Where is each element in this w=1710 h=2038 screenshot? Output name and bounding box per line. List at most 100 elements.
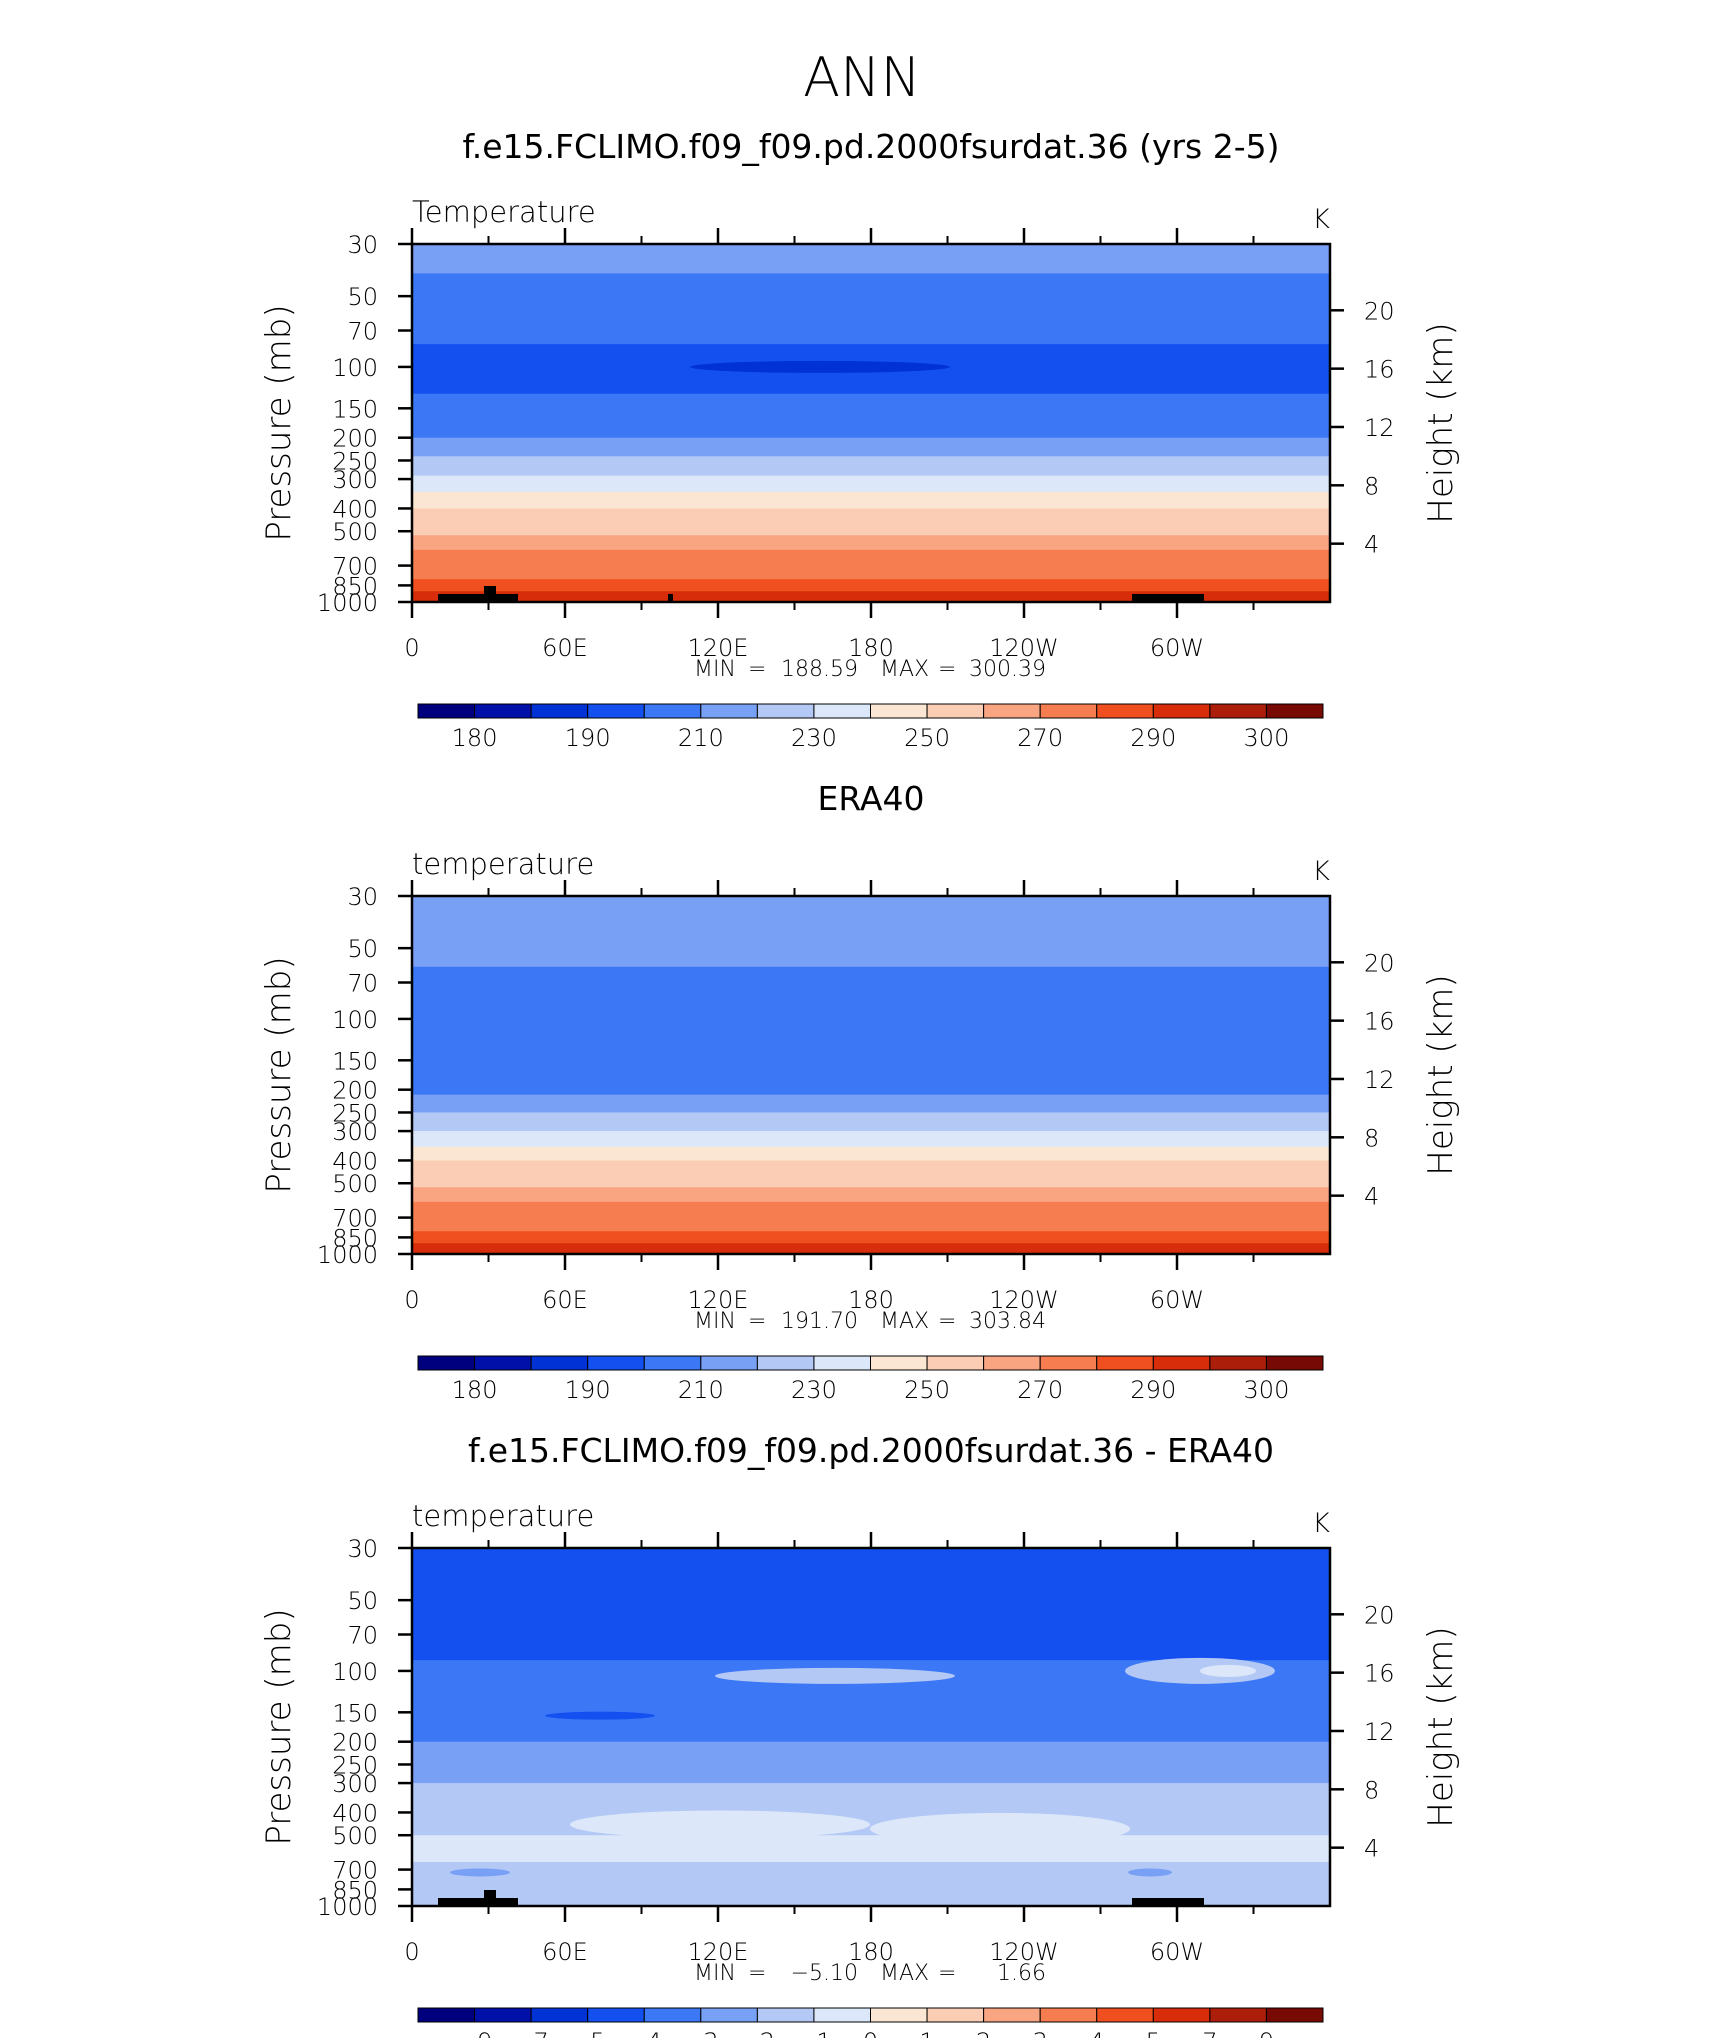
contour-band bbox=[412, 393, 1330, 416]
colorbar-box bbox=[1152, 703, 1211, 719]
x-axis: 0 60E 120E 180 120W 60W bbox=[404, 1532, 1255, 1966]
colorbar-box bbox=[1152, 1355, 1211, 1371]
topography bbox=[438, 586, 1204, 602]
contour-band bbox=[412, 491, 1330, 510]
contour-band bbox=[412, 1883, 1330, 1907]
x-axis: 0 60E 120E 180 120W 60W bbox=[404, 228, 1255, 662]
contour-band bbox=[412, 1073, 1330, 1096]
contour-feature bbox=[570, 1810, 870, 1839]
y-tick-label: 100 bbox=[332, 1006, 378, 1034]
y-tick-label: 30 bbox=[347, 883, 378, 911]
x-tick-label: 120E bbox=[688, 634, 749, 662]
colorbar-label: 4 bbox=[1089, 2028, 1104, 2038]
colorbar-box bbox=[587, 1355, 645, 1371]
topography-block bbox=[1132, 594, 1204, 602]
units-label: K bbox=[1312, 1508, 1330, 1539]
colorbar-box bbox=[756, 703, 815, 719]
colorbar-box bbox=[700, 1355, 758, 1371]
colorbar-box bbox=[417, 2007, 476, 2023]
colorbar-box bbox=[813, 1355, 871, 1371]
contour-band bbox=[412, 1718, 1330, 1743]
panels: f.e15.FCLIMO.f09_f09.pd.2000fsurdat.36 (… bbox=[259, 127, 1461, 2038]
panel-2: ERA40 temperature K 0 60E 120E 180 120W 60W 30 50 7… bbox=[259, 779, 1461, 1404]
contour-band bbox=[412, 296, 1330, 324]
contour-feature bbox=[690, 360, 950, 373]
min-value: 191.70 bbox=[781, 1309, 858, 1334]
colorbar-box bbox=[983, 703, 1041, 719]
y2-tick-label: 16 bbox=[1364, 1008, 1395, 1036]
contour-band bbox=[412, 1231, 1330, 1244]
x-tick-label: 120W bbox=[989, 1938, 1059, 1966]
y-tick-label: 200 bbox=[332, 1729, 378, 1757]
colorbar-box bbox=[1265, 1355, 1324, 1371]
colorbar-box bbox=[1209, 2007, 1267, 2023]
y-tick-label: 250 bbox=[332, 1099, 378, 1127]
variable-label: temperature bbox=[412, 847, 594, 881]
colorbar-box bbox=[474, 703, 532, 719]
contour-bands bbox=[412, 244, 1330, 603]
x-tick-label: 120E bbox=[688, 1286, 749, 1314]
min-value: −5.10 bbox=[791, 1961, 858, 1986]
x-tick-label: 0 bbox=[404, 634, 419, 662]
panel-title: f.e15.FCLIMO.f09_f09.pd.2000fsurdat.36 (… bbox=[462, 127, 1279, 166]
colorbar-box bbox=[870, 703, 928, 719]
y-tick-label: 30 bbox=[347, 1535, 378, 1563]
x-axis: 0 60E 120E 180 120W 60W bbox=[404, 880, 1255, 1314]
contour-band bbox=[412, 1094, 1330, 1114]
min-equals: = bbox=[748, 1309, 766, 1334]
colorbar-label: 300 bbox=[1244, 724, 1290, 752]
y2-axis: 20 16 12 8 4 bbox=[1330, 297, 1395, 559]
x-tick-label: 60E bbox=[542, 1286, 588, 1314]
y-tick-label: 700 bbox=[332, 1857, 378, 1885]
panel-3: f.e15.FCLIMO.f09_f09.pd.2000fsurdat.36 -… bbox=[259, 1431, 1461, 2038]
colorbar-box bbox=[1039, 2007, 1098, 2023]
y2-tick-label: 12 bbox=[1364, 414, 1395, 442]
contour-band bbox=[412, 273, 1330, 297]
y-tick-label: 30 bbox=[347, 231, 378, 259]
contour-band bbox=[412, 1201, 1330, 1219]
units-label: K bbox=[1312, 204, 1330, 235]
colorbar-label: 190 bbox=[565, 1376, 611, 1404]
x-tick-label: 60W bbox=[1150, 1286, 1204, 1314]
contour-bands bbox=[412, 1548, 1330, 1907]
colorbar-box bbox=[530, 703, 589, 719]
variable-label: Temperature bbox=[412, 195, 596, 229]
max-equals: = bbox=[938, 1961, 956, 1986]
x-tick-label: 180 bbox=[848, 1286, 894, 1314]
colorbar-label: 7 bbox=[1202, 2028, 1217, 2038]
colorbar-box bbox=[530, 2007, 589, 2023]
contour-feature bbox=[450, 1868, 510, 1877]
colorbar-label: 250 bbox=[904, 724, 950, 752]
colorbar-box bbox=[813, 2007, 871, 2023]
contour-band bbox=[412, 456, 1330, 477]
contour-band bbox=[412, 937, 1330, 968]
colorbar-label: 230 bbox=[791, 724, 837, 752]
topography-block bbox=[484, 1890, 496, 1906]
colorbar: 180 190 210 230 250 270 290 300 bbox=[417, 703, 1324, 752]
contour-band bbox=[412, 591, 1330, 603]
topography-block bbox=[1132, 1898, 1204, 1906]
colorbar-label: 270 bbox=[1017, 724, 1063, 752]
colorbar: −9 −7 −5 −4 −3 −2 −1 0 1 2 3 4 5 7 9 bbox=[417, 2007, 1324, 2038]
contour-band bbox=[412, 244, 1330, 274]
contour-band bbox=[412, 1634, 1330, 1661]
colorbar-label: 300 bbox=[1244, 1376, 1290, 1404]
contour-band bbox=[412, 896, 1330, 938]
y-tick-label: 850 bbox=[332, 1224, 378, 1252]
y-tick-label: 50 bbox=[347, 935, 378, 963]
x-tick-label: 60W bbox=[1150, 1938, 1204, 1966]
y-tick-label: 50 bbox=[347, 1587, 378, 1615]
y-tick-label: 1000 bbox=[317, 1893, 378, 1921]
contour-feature bbox=[1200, 1664, 1256, 1677]
colorbar-box bbox=[926, 2007, 985, 2023]
colorbar-box bbox=[417, 703, 476, 719]
colorbar-box bbox=[417, 1355, 476, 1371]
colorbar-label: 270 bbox=[1017, 1376, 1063, 1404]
y-axis-label: Pressure (mb) bbox=[259, 956, 299, 1193]
contour-band bbox=[412, 966, 1330, 991]
y-tick-label: 850 bbox=[332, 572, 378, 600]
contour-band bbox=[412, 1172, 1330, 1188]
topography bbox=[438, 1890, 1204, 1906]
colorbar-box bbox=[756, 1355, 815, 1371]
colorbar-label: 180 bbox=[452, 724, 498, 752]
